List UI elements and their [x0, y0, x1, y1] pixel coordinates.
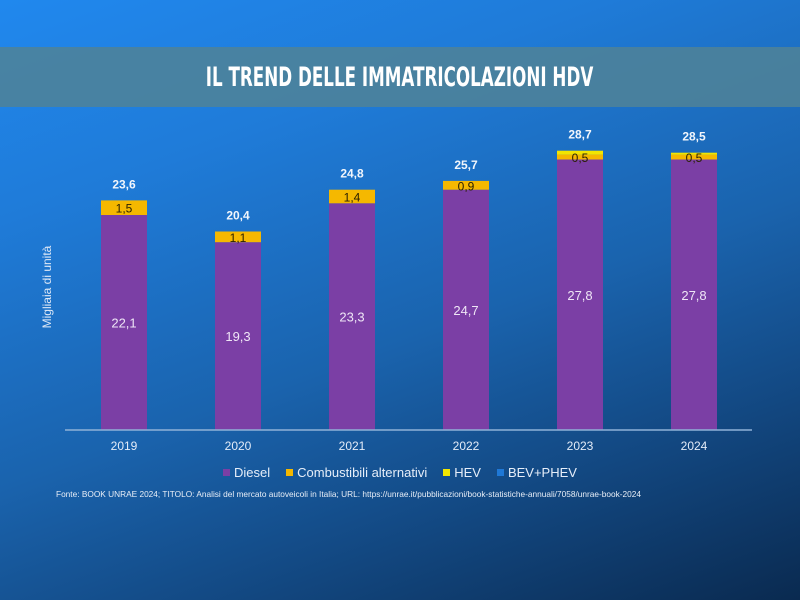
legend-item-bev-phev: BEV+PHEV	[496, 465, 577, 480]
x-tick-label: 2021	[339, 439, 366, 453]
bar-segment-diesel	[329, 203, 375, 430]
bar-segment-combustibili-alternativi	[329, 189, 375, 204]
data-label-diesel: 27,8	[681, 288, 706, 303]
legend-item-hev: HEV	[443, 465, 481, 480]
data-label-combustibili-alternativi: 0,5	[572, 151, 589, 165]
bar-segment-combustibili-alternativi	[443, 180, 489, 190]
data-label-total: 28,7	[568, 128, 592, 142]
data-label-total: 23,6	[112, 177, 136, 191]
page-title: IL TREND DELLE IMMATRICOLAZIONI HDV	[206, 61, 594, 93]
bar-segment-hev	[671, 152, 717, 155]
y-axis-label: Migliaia di unità	[40, 245, 54, 329]
data-label-combustibili-alternativi: 0,5	[686, 151, 703, 165]
data-label-total: 28,5	[682, 130, 706, 144]
bar-segment-diesel	[101, 215, 147, 430]
legend-label: Diesel	[234, 465, 271, 480]
legend-item-diesel: Diesel	[223, 465, 270, 480]
bar-segment-diesel	[215, 242, 261, 430]
data-label-total: 24,8	[340, 167, 364, 181]
data-label-diesel: 22,1	[111, 316, 136, 331]
legend-swatch-combustibili-alternativi	[286, 469, 294, 476]
data-label-diesel: 23,3	[339, 310, 364, 325]
x-tick-label: 2023	[567, 439, 594, 453]
bar-segment-combustibili-alternativi	[215, 231, 261, 243]
x-tick-label: 2024	[681, 439, 708, 453]
bar-segment-diesel	[557, 159, 603, 430]
data-label-total: 25,7	[454, 158, 478, 172]
source-note: Fonte: BOOK UNRAE 2024; TITOLO: Analisi …	[56, 489, 641, 499]
bar-segment-diesel	[443, 189, 489, 430]
bar-segment-combustibili-alternativi	[101, 200, 147, 215]
data-label-combustibili-alternativi: 1,4	[344, 191, 361, 205]
legend: Diesel Combustibili alternativi HEV BEV+…	[0, 465, 800, 480]
x-tick-label: 2019	[111, 439, 138, 453]
data-label-combustibili-alternativi: 1,1	[230, 231, 247, 245]
legend-label: BEV+PHEV	[507, 465, 577, 480]
legend-item-combustibili-alternativi: Combustibili alternativi	[286, 465, 427, 480]
bar-segment-hev	[557, 150, 603, 155]
bar-segment-combustibili-alternativi	[671, 154, 717, 160]
x-tick-label: 2020	[225, 439, 252, 453]
x-tick-label: 2022	[453, 439, 480, 453]
data-label-diesel: 24,7	[453, 303, 478, 318]
legend-swatch-bev-phev	[496, 469, 504, 476]
bar-segment-combustibili-alternativi	[557, 154, 603, 160]
data-label-total: 20,4	[226, 209, 250, 223]
data-label-diesel: 27,8	[567, 288, 592, 303]
data-label-combustibili-alternativi: 0,9	[458, 179, 475, 193]
legend-label: HEV	[454, 465, 481, 480]
title-band: IL TREND DELLE IMMATRICOLAZIONI HDV	[0, 47, 800, 107]
data-label-diesel: 19,3	[225, 329, 250, 344]
legend-label: Combustibili alternativi	[297, 465, 428, 480]
data-label-combustibili-alternativi: 1,5	[116, 202, 133, 216]
legend-swatch-diesel	[223, 469, 231, 476]
bar-segment-diesel	[671, 159, 717, 430]
legend-swatch-hev	[443, 469, 451, 476]
